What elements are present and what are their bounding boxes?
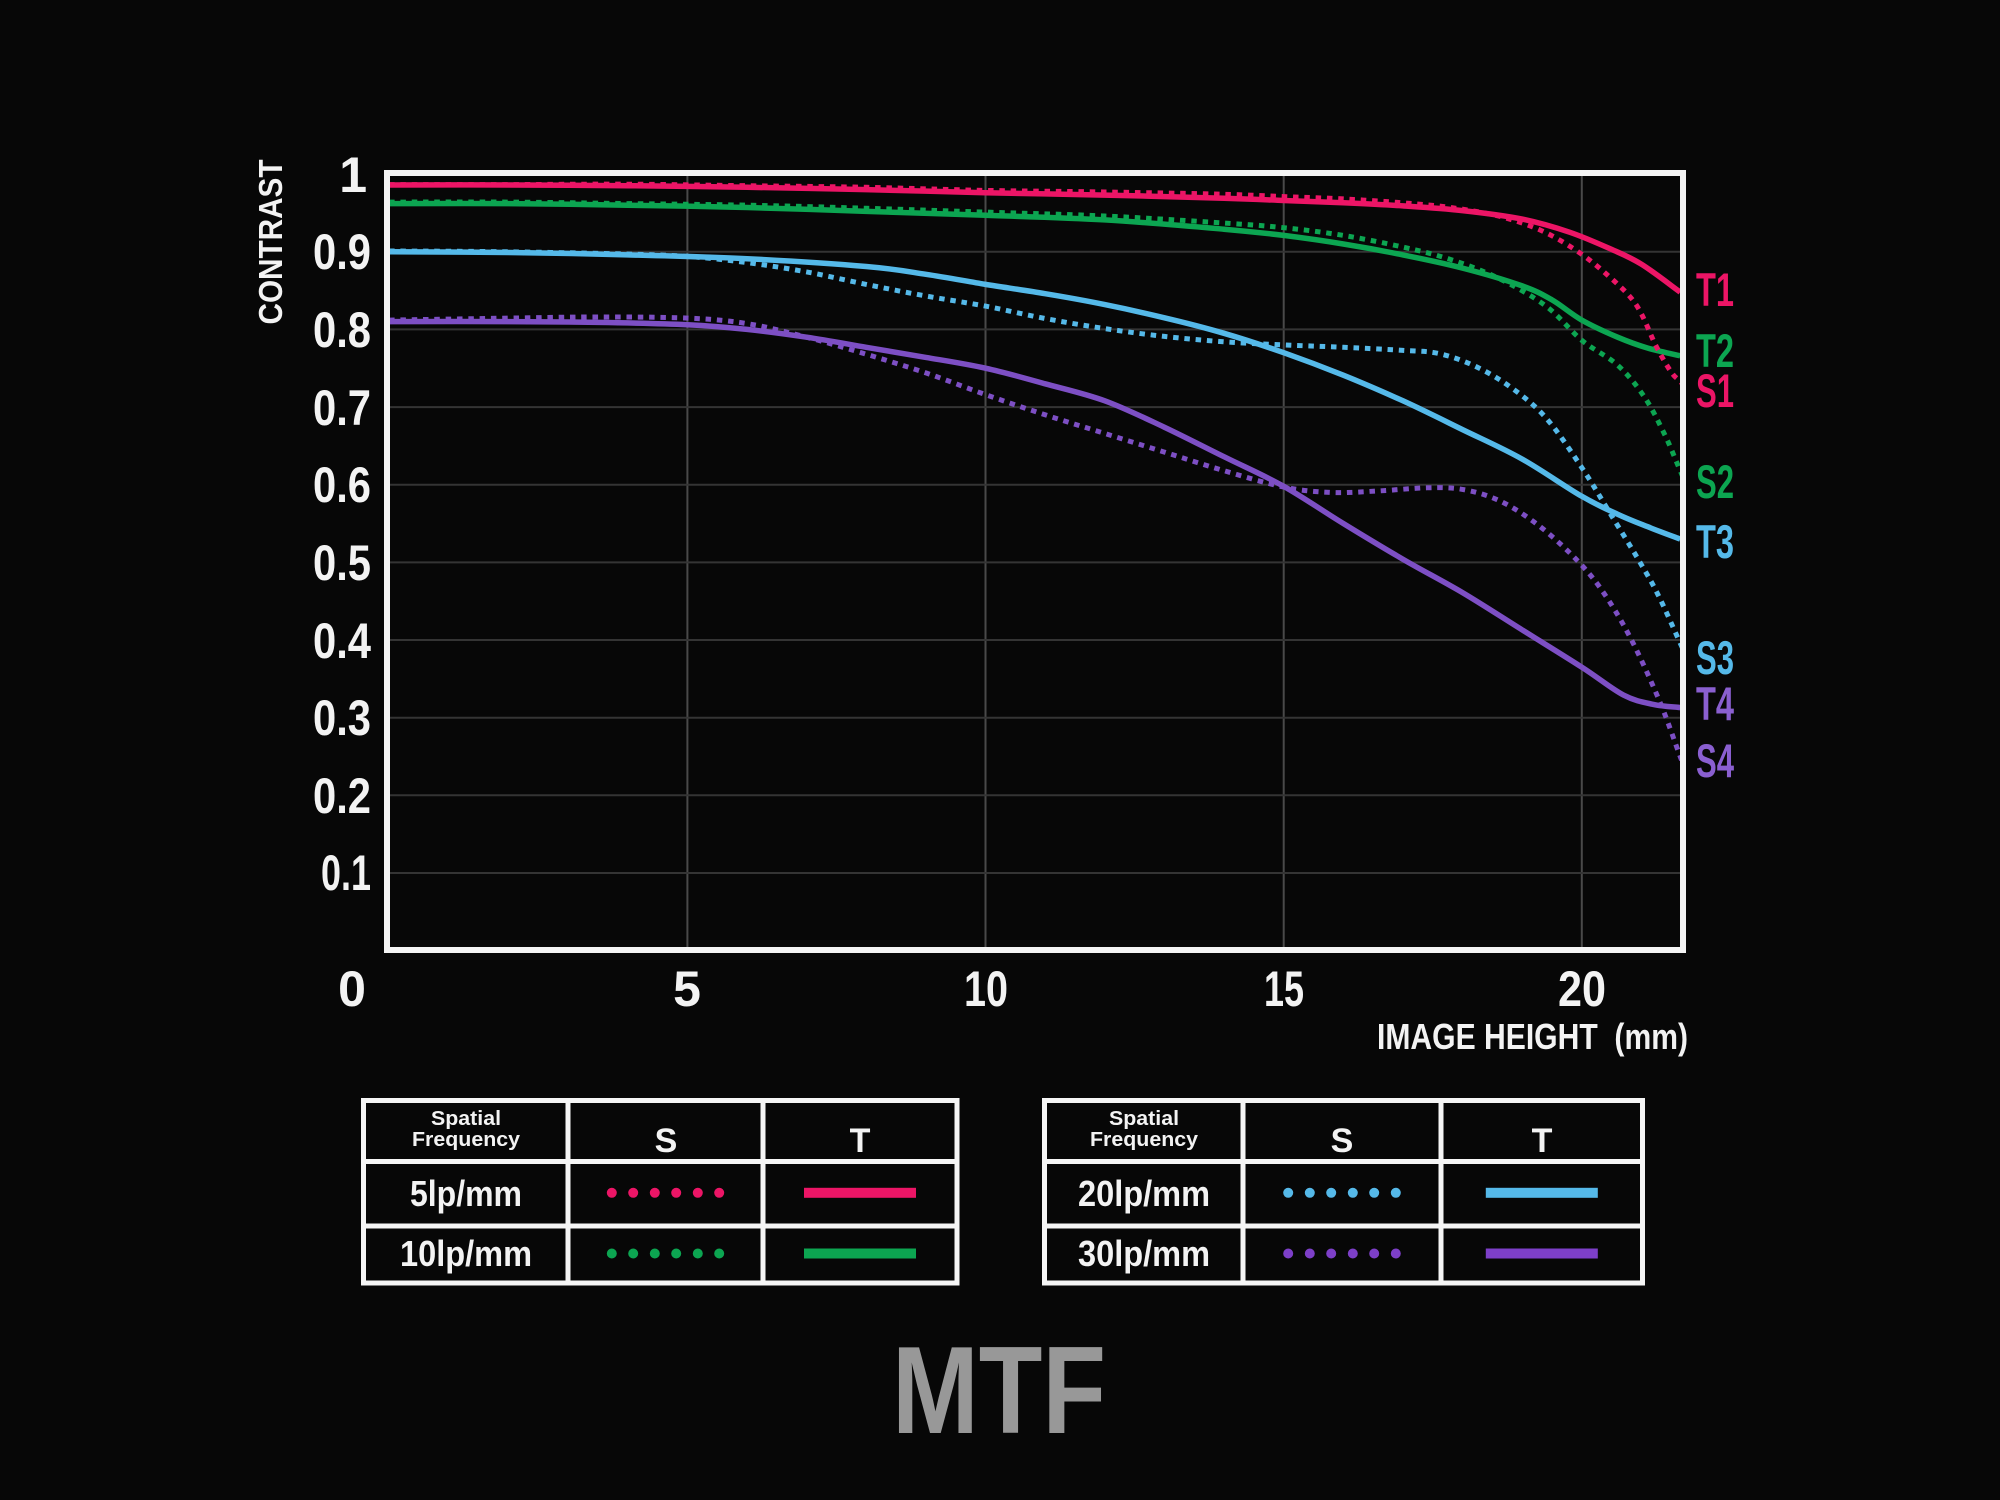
svg-text:0.8: 0.8 (313, 302, 371, 358)
svg-text:S: S (1331, 1122, 1354, 1160)
svg-text:10: 10 (964, 961, 1008, 1017)
svg-text:S1: S1 (1696, 364, 1734, 417)
svg-text:0.6: 0.6 (313, 457, 371, 513)
svg-text:IMAGE HEIGHT (mm): IMAGE HEIGHT (mm) (1377, 1016, 1688, 1057)
svg-text:0: 0 (338, 961, 366, 1017)
svg-text:T1: T1 (1696, 263, 1734, 316)
svg-text:0.4: 0.4 (313, 613, 371, 669)
svg-text:5lp/mm: 5lp/mm (410, 1173, 522, 1214)
svg-text:0.5: 0.5 (313, 535, 371, 591)
svg-text:30lp/mm: 30lp/mm (1078, 1233, 1210, 1274)
svg-text:15: 15 (1264, 961, 1304, 1017)
svg-text:0.9: 0.9 (313, 224, 371, 280)
svg-text:S3: S3 (1696, 631, 1734, 684)
svg-text:T2: T2 (1696, 324, 1734, 377)
svg-text:0.2: 0.2 (313, 768, 371, 824)
svg-text:Frequency: Frequency (412, 1129, 521, 1151)
svg-text:Spatial: Spatial (431, 1108, 501, 1130)
svg-text:CONTRAST: CONTRAST (252, 160, 289, 325)
svg-text:T4: T4 (1696, 677, 1734, 730)
svg-text:MTF: MTF (892, 1322, 1106, 1460)
svg-text:T: T (850, 1122, 871, 1160)
svg-text:1: 1 (339, 147, 367, 203)
svg-text:S: S (655, 1122, 678, 1160)
svg-text:20lp/mm: 20lp/mm (1078, 1173, 1210, 1214)
svg-text:S4: S4 (1696, 734, 1734, 787)
svg-text:20: 20 (1558, 961, 1606, 1017)
svg-text:Spatial: Spatial (1109, 1108, 1179, 1130)
svg-text:10lp/mm: 10lp/mm (400, 1233, 532, 1274)
svg-text:T: T (1532, 1122, 1553, 1160)
svg-text:T3: T3 (1696, 515, 1734, 568)
svg-text:5: 5 (673, 961, 701, 1017)
svg-text:0.7: 0.7 (313, 380, 371, 436)
svg-text:S2: S2 (1696, 455, 1734, 508)
svg-text:Frequency: Frequency (1090, 1129, 1199, 1151)
svg-text:0.3: 0.3 (313, 690, 371, 746)
svg-text:0.1: 0.1 (321, 845, 371, 901)
